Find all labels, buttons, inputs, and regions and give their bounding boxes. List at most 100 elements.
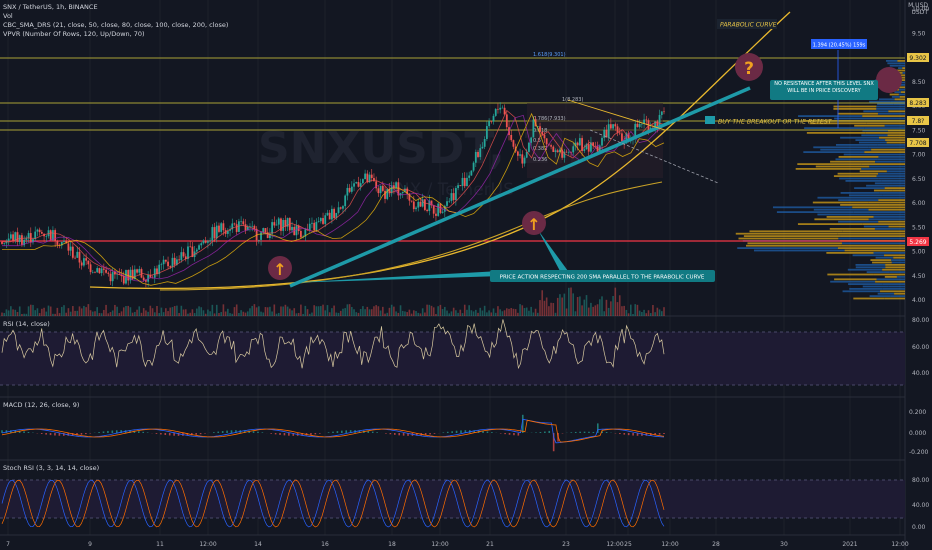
volume-bar [293, 308, 296, 316]
candle-body [83, 258, 85, 266]
candle-body [167, 261, 169, 267]
macd-histogram-bar [517, 433, 520, 436]
volume-bar [282, 306, 284, 316]
volume-bar [207, 309, 209, 316]
candle-body [220, 223, 223, 232]
volume-bar [302, 313, 304, 316]
volume-bar [304, 305, 307, 316]
volume-bar [583, 299, 586, 316]
candle-body [45, 236, 48, 237]
candle-body [497, 108, 499, 110]
volume-profile-bar [834, 278, 877, 281]
macd-histogram-bar [539, 432, 542, 433]
volume-bar [339, 310, 342, 316]
price-tick-label: 5.50 [912, 224, 926, 231]
macd-histogram-bar [619, 433, 621, 435]
macd-histogram-bar [27, 431, 30, 433]
volume-bar [140, 312, 143, 316]
volume-bar [167, 311, 169, 316]
volume-bar [565, 308, 568, 316]
macd-histogram-bar [168, 433, 171, 436]
volume-bar [581, 305, 583, 316]
volume-profile-bar [866, 184, 890, 187]
candle-body [410, 200, 413, 202]
volume-profile-bar [830, 160, 876, 163]
candle-body [218, 225, 220, 232]
volume-bar [94, 311, 96, 316]
time-tick-label: 12:00 [606, 541, 623, 548]
volume-bar [408, 309, 411, 316]
candle-body [443, 205, 446, 212]
volume-bar [193, 313, 196, 316]
volume-bar [83, 305, 85, 316]
volume-bar [424, 312, 426, 316]
volume-bar [481, 310, 484, 316]
macd-histogram-bar [385, 433, 387, 434]
candle-body [129, 269, 132, 281]
volume-profile-bar [841, 244, 905, 247]
volume-bar [242, 311, 245, 316]
volume-profile-bar [813, 208, 869, 211]
candle-body [85, 258, 88, 261]
candle-body [454, 188, 457, 201]
macd-histogram-bar [645, 433, 648, 436]
time-tick-label: 11 [156, 541, 164, 548]
macd-histogram-bar [583, 431, 586, 433]
volume-bar [432, 307, 435, 316]
volume-bar [72, 306, 74, 316]
candle-body [25, 238, 28, 240]
price-tag-text: 9.302 [909, 55, 926, 62]
volume-bar [621, 306, 623, 316]
vpvr-indicator-label[interactable]: VPVR (Number Of Rows, 120, Up/Down, 70) [3, 30, 145, 38]
macd-pane-label[interactable]: MACD (12, 26, close, 9) [3, 401, 80, 409]
volume-bar [222, 304, 225, 316]
volume-profile-bar [887, 62, 898, 65]
volume-bar [417, 312, 420, 316]
candle-body [249, 226, 251, 227]
volume-profile-bar [894, 292, 905, 295]
sma-indicator-label[interactable]: CBC_SMA_DRS (21, close, 50, close, 80, c… [3, 21, 229, 29]
volume-bar [441, 309, 444, 316]
stoch-pane-label[interactable]: Stoch RSI (3, 3, 14, 14, close) [3, 464, 100, 472]
rsi-pane-label[interactable]: RSI (14, close) [3, 320, 50, 328]
volume-bar [457, 312, 459, 316]
volume-profile-bar [878, 199, 905, 201]
macd-histogram-bar [160, 433, 162, 435]
candle-body [565, 151, 568, 153]
candle-body [607, 124, 610, 138]
volume-bar [34, 310, 37, 316]
volume-bar [227, 308, 229, 316]
volume-profile-bar [885, 139, 905, 141]
volume-bar [450, 311, 453, 316]
symbol-title[interactable]: SNX / TetherUS, 1h, BINANCE [3, 3, 98, 11]
volume-profile-bar [901, 69, 905, 72]
volume-bar [346, 304, 349, 316]
candle-body [381, 185, 384, 191]
volume-bar [23, 313, 25, 316]
volume-bar [176, 305, 178, 316]
volume-profile-bar [815, 165, 870, 168]
volume-profile-bar [881, 180, 905, 182]
volume-profile-bar [871, 148, 905, 151]
volume-bar [333, 305, 335, 316]
volume-bar [27, 306, 30, 316]
candle-body [7, 238, 10, 242]
volume-profile-bar [894, 91, 901, 93]
volume-profile-bar [898, 88, 905, 91]
volume-bar [10, 306, 12, 316]
volume-bar [541, 290, 544, 316]
volume-bar [643, 309, 645, 316]
macd-histogram-bar [115, 430, 118, 433]
volume-profile-bar [855, 139, 886, 141]
volume-bar [145, 310, 147, 316]
macd-histogram-bar [442, 432, 445, 433]
volume-bar [25, 313, 28, 316]
volume-bar [561, 297, 563, 316]
volume-bar [519, 304, 521, 316]
vol-label[interactable]: Vol [3, 12, 13, 20]
time-tick-label: 18 [388, 541, 396, 548]
volume-bar [357, 312, 360, 316]
volume-bar [355, 312, 358, 316]
volume-profile-bar [854, 187, 885, 189]
